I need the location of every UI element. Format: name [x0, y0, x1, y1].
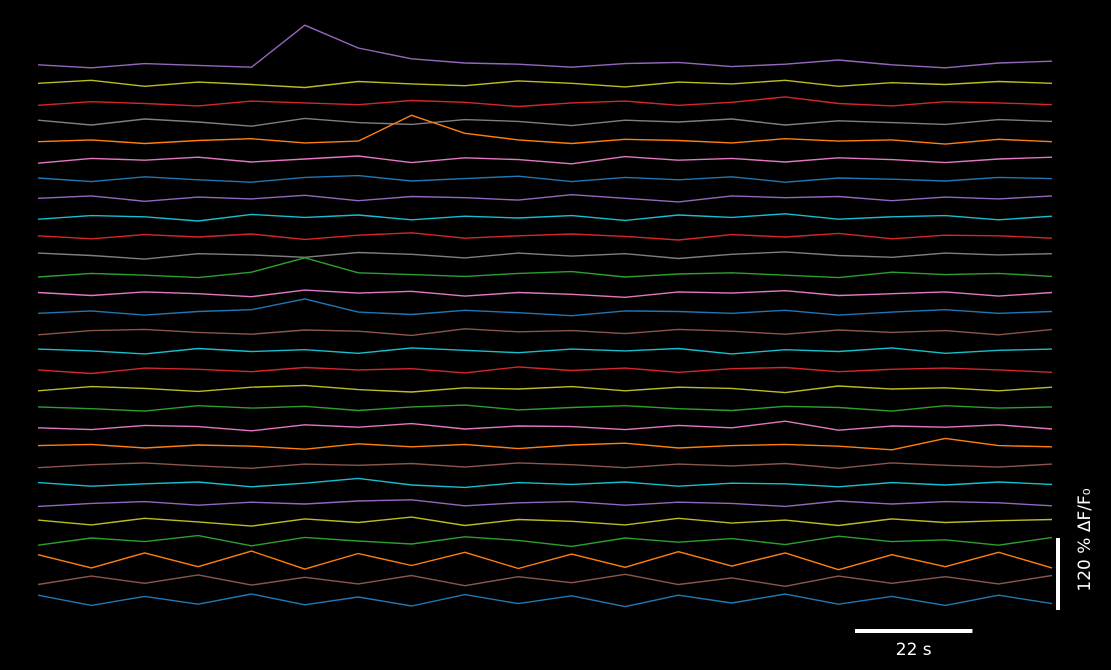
trace	[37, 593, 1053, 608]
trace	[37, 298, 1053, 317]
trace	[37, 499, 1053, 508]
trace	[37, 437, 1053, 451]
trace	[37, 420, 1053, 432]
trace	[37, 462, 1053, 469]
trace	[37, 550, 1053, 571]
trace	[37, 384, 1053, 394]
trace	[37, 289, 1053, 298]
trace	[37, 194, 1053, 203]
trace	[37, 96, 1053, 108]
trace	[37, 347, 1053, 355]
trace	[37, 328, 1053, 337]
y-scale-label: 120 % ΔF/F₀	[1075, 488, 1095, 591]
trace	[37, 251, 1053, 260]
trace	[37, 174, 1053, 183]
trace	[37, 366, 1053, 375]
trace	[37, 404, 1053, 412]
trace	[37, 114, 1053, 145]
trace	[37, 573, 1053, 587]
x-scale-label: 22 s	[896, 640, 932, 660]
trace	[37, 213, 1053, 222]
trace	[37, 79, 1053, 89]
trace	[37, 117, 1053, 127]
trace	[37, 257, 1053, 279]
trace	[37, 24, 1053, 69]
trace	[37, 534, 1053, 548]
trace	[37, 155, 1053, 165]
trace	[37, 516, 1053, 527]
trace	[37, 477, 1053, 489]
trace	[37, 232, 1053, 241]
